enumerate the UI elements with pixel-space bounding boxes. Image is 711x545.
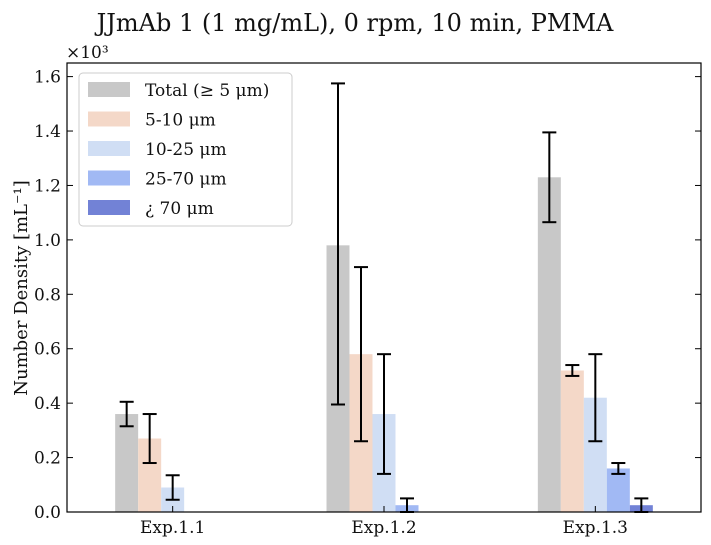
y-tick-label: 0.2 xyxy=(34,449,61,469)
error-bar xyxy=(588,353,603,443)
error-bar xyxy=(611,462,626,475)
bar xyxy=(115,414,139,512)
bar xyxy=(537,177,561,513)
error-bar xyxy=(565,364,580,377)
bar xyxy=(583,397,607,512)
x-axis-ticks: Exp.1.1 Exp.1.2 Exp.1.3 xyxy=(140,506,628,538)
legend-swatch xyxy=(88,170,130,186)
error-bar xyxy=(354,266,368,443)
error-bar xyxy=(165,474,180,501)
legend-swatch xyxy=(88,82,130,97)
y-tick-label: 0.0 xyxy=(34,503,61,523)
error-bar xyxy=(331,82,345,406)
error-bar xyxy=(377,353,391,475)
error-bar xyxy=(142,413,157,465)
y-tick-label: 1.0 xyxy=(34,231,61,251)
y-tick-label: 1.2 xyxy=(34,176,61,196)
legend-swatch xyxy=(88,200,130,215)
legend-swatch xyxy=(88,111,130,127)
legend-label: ¿ 70 μm xyxy=(145,199,214,219)
x-tick-label: Exp.1.1 xyxy=(140,518,205,538)
legend-label: 5-10 μm xyxy=(145,111,216,131)
error-bar xyxy=(542,131,557,224)
legend-label: 10-25 μm xyxy=(145,140,227,160)
legend-label: Total (≥ 5 μm) xyxy=(145,81,269,101)
bar xyxy=(560,370,584,512)
x-tick-label: Exp.1.3 xyxy=(563,518,628,538)
y-tick-label: 0.8 xyxy=(34,285,61,305)
legend-swatch xyxy=(88,141,130,156)
y-multiplier-label: ×10³ xyxy=(66,43,109,63)
x-tick-label: Exp.1.2 xyxy=(351,518,416,538)
error-bar xyxy=(119,400,134,428)
bar xyxy=(138,438,162,512)
bar xyxy=(606,468,630,512)
legend-label: 25-70 μm xyxy=(145,170,227,190)
y-axis-label: Number Density [mL⁻¹] xyxy=(11,180,32,396)
y-axis-ticks: 0.0 0.2 0.4 0.6 0.8 1.0 1.2 1.4 1.6 xyxy=(34,68,701,523)
y-tick-label: 0.4 xyxy=(34,394,61,414)
legend-box xyxy=(78,72,293,227)
chart-title: JJmAb 1 (1 mg/mL), 0 rpm, 10 min, PMMA xyxy=(94,9,614,37)
legend: Total (≥ 5 μm) 5-10 μm 10-25 μm 25-70 μm ¿ 7… xyxy=(78,72,293,227)
y-tick-label: 1.4 xyxy=(34,122,61,142)
y-tick-label: 1.6 xyxy=(34,68,61,88)
y-tick-label: 0.6 xyxy=(34,340,61,360)
